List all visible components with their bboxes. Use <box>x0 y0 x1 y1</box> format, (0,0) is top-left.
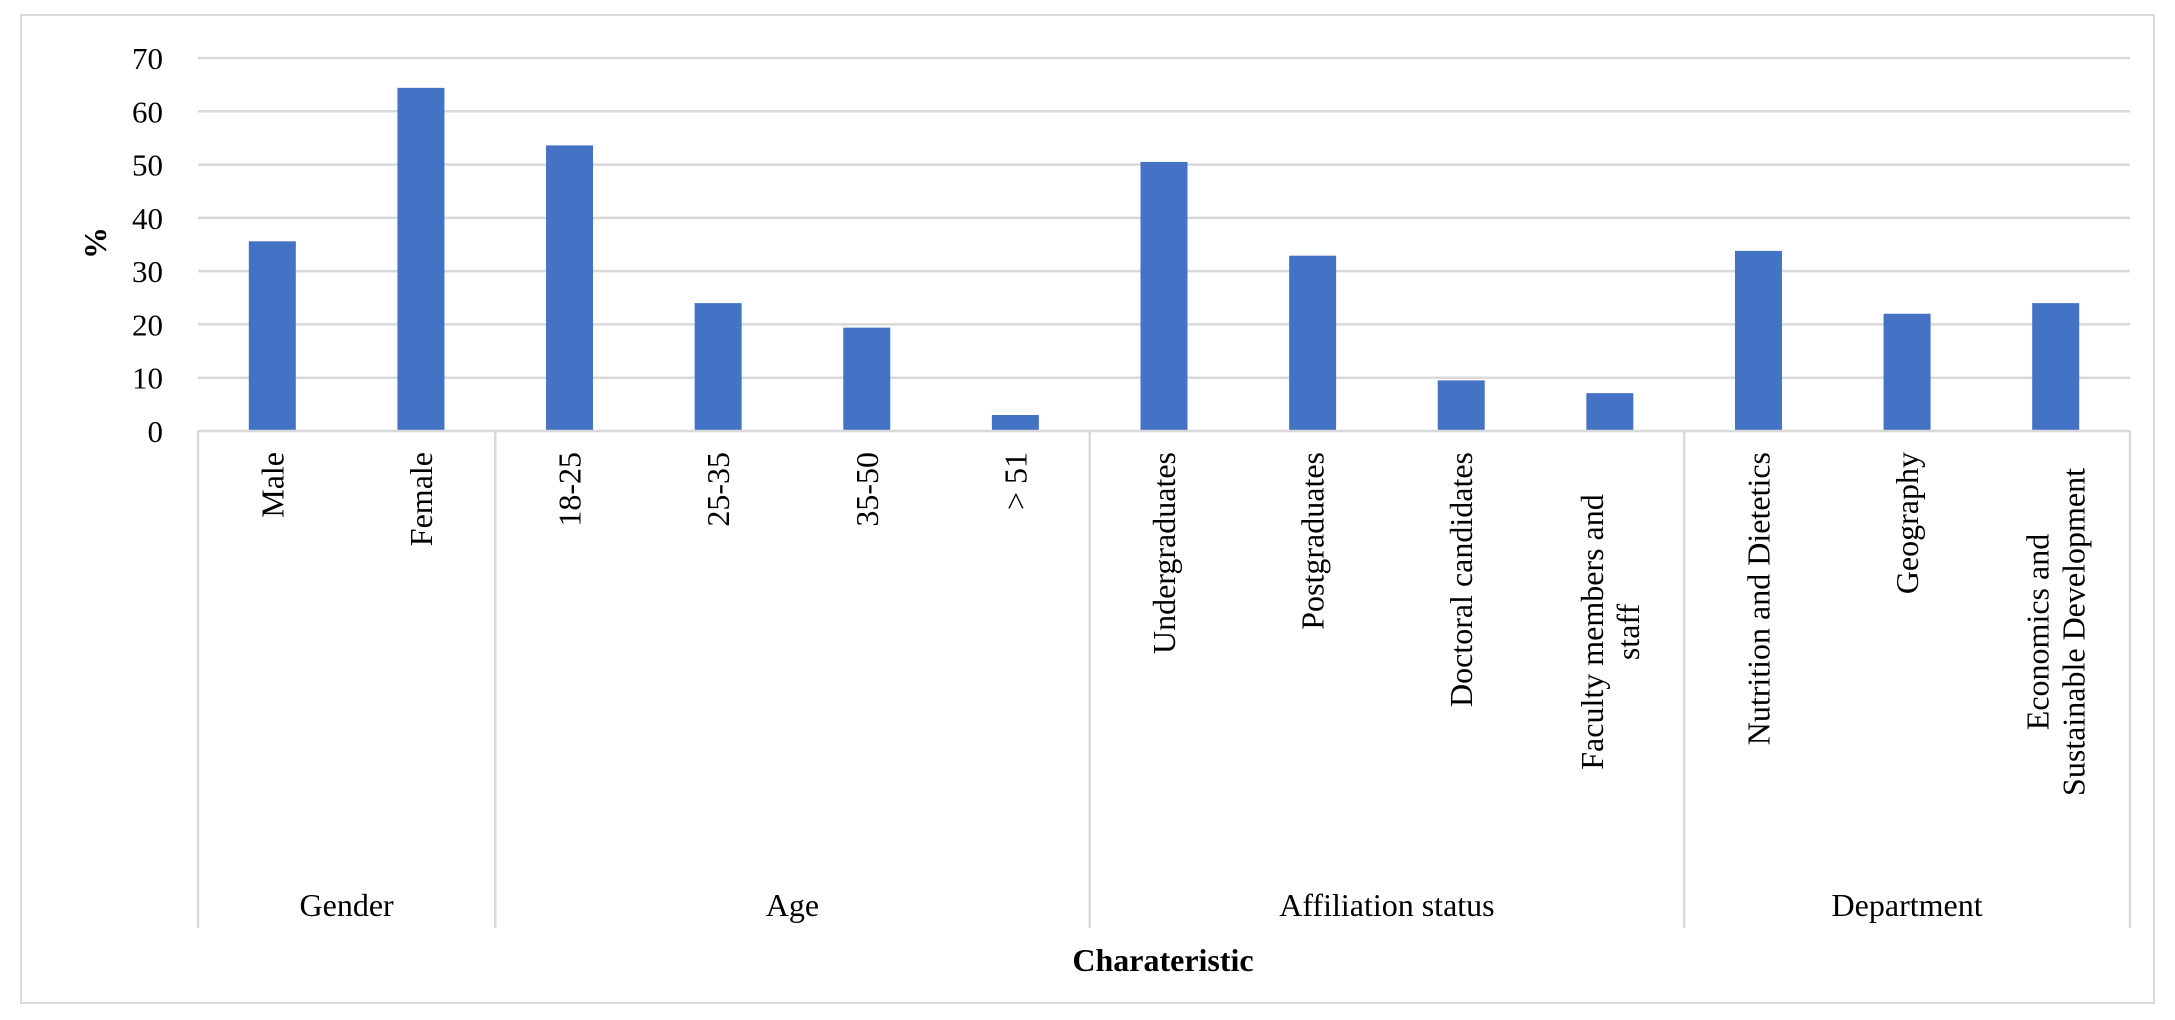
bar-4 <box>843 327 891 431</box>
y-tick-label: 60 <box>132 94 163 129</box>
group-label: Affiliation status <box>1279 887 1494 923</box>
bars <box>248 87 2080 432</box>
y-tick-label: 50 <box>132 148 163 183</box>
group-label: Age <box>766 887 819 923</box>
y-tick-label: 30 <box>132 254 163 289</box>
bar-1 <box>397 87 445 431</box>
x-axis-title: Charateristic <box>1072 942 1253 978</box>
bar-5 <box>991 415 1039 431</box>
group-label: Department <box>1832 887 1983 923</box>
bar-8 <box>1437 380 1485 431</box>
category-label: Geography <box>1889 452 1925 594</box>
y-tick-label: 0 <box>148 414 164 449</box>
y-tick-label: 10 <box>132 361 163 396</box>
bar-10 <box>1734 250 1782 431</box>
y-axis-ticks: 0 10 20 30 40 50 60 70 <box>132 41 163 449</box>
bar-0 <box>248 241 296 431</box>
bar-12 <box>2032 303 2080 431</box>
bar-11 <box>1883 313 1931 431</box>
category-label: Postgraduates <box>1295 452 1331 630</box>
category-label: Nutrition and Dietetics <box>1740 452 1776 745</box>
group-label: Gender <box>300 887 395 923</box>
category-label: Doctoral candidates <box>1443 452 1479 707</box>
bar-3 <box>694 303 742 431</box>
bar-9 <box>1586 393 1634 431</box>
y-tick-label: 40 <box>132 201 163 236</box>
category-label: Male <box>254 452 290 518</box>
chart-frame <box>20 14 2155 1004</box>
category-label: 35-50 <box>849 452 885 527</box>
category-label: > 51 <box>997 452 1033 510</box>
x-axis <box>196 429 2132 928</box>
y-tick-label: 20 <box>132 307 163 342</box>
group-labels: Gender Age Affiliation status Department <box>300 887 1983 923</box>
category-label: 25-35 <box>700 452 736 527</box>
category-label: Female <box>403 452 439 546</box>
category-label: 18-25 <box>552 452 588 527</box>
category-label: Faculty members andstaff <box>1574 494 1646 769</box>
bar-2 <box>546 145 594 432</box>
category-label: Economics andSustainable Development <box>2020 468 2092 796</box>
y-axis-title: % <box>77 227 113 259</box>
category-label: Undergraduates <box>1146 452 1182 654</box>
bar-6 <box>1140 161 1188 431</box>
y-tick-label: 70 <box>132 41 163 76</box>
category-labels: Male Female 18-25 25-35 35-50 > 51 Undergradua… <box>254 452 2091 796</box>
bar-7 <box>1289 255 1337 431</box>
